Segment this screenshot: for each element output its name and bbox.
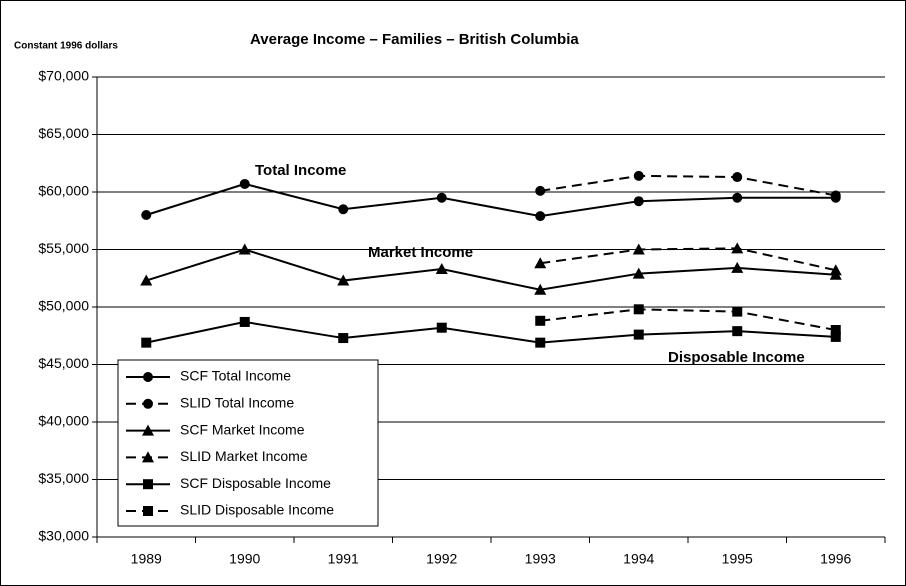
series-line [540, 308, 836, 331]
marker [436, 192, 447, 203]
marker [633, 170, 644, 181]
marker [633, 304, 644, 315]
marker [435, 263, 448, 275]
y-tick-label: $40,000 [38, 413, 89, 429]
marker [830, 331, 841, 342]
marker [830, 325, 841, 335]
x-tick-label: 1993 [525, 551, 556, 567]
marker [143, 479, 153, 490]
x-tick-label: 1991 [328, 551, 359, 567]
marker [143, 398, 153, 409]
annotation: Market Income [368, 244, 473, 261]
y-tick-label: $60,000 [38, 183, 89, 199]
marker [632, 243, 645, 255]
marker [633, 196, 644, 207]
annotation: Total Income [255, 162, 346, 179]
y-tick-label: $35,000 [38, 470, 89, 486]
chart-title: Average Income – Families – British Colu… [250, 31, 579, 48]
y-tick-label: $45,000 [38, 355, 89, 371]
marker [731, 242, 744, 254]
marker [143, 506, 153, 516]
legend [117, 359, 379, 527]
y-tick-label: $50,000 [38, 298, 89, 314]
annotation: Disposable Income [668, 349, 805, 366]
legend-label: SLID Total Income [180, 395, 294, 411]
legend-label: SCF Disposable Income [180, 475, 331, 491]
marker [338, 204, 349, 215]
series-line [540, 247, 836, 272]
marker [337, 274, 350, 286]
legend-label: SLID Disposable Income [180, 502, 334, 518]
marker [534, 257, 547, 269]
y-tick-label: $30,000 [38, 528, 89, 544]
marker [732, 306, 743, 317]
marker [731, 261, 744, 273]
marker [141, 210, 152, 220]
x-tick-label: 1995 [722, 551, 753, 567]
y-tick-label: $70,000 [38, 68, 89, 84]
marker [534, 283, 547, 295]
x-tick-label: 1992 [426, 551, 457, 567]
marker [338, 333, 349, 344]
marker [141, 337, 152, 348]
y-tick-label: $65,000 [38, 125, 89, 141]
marker [142, 451, 154, 463]
series-line [145, 182, 836, 218]
series-line [146, 320, 836, 344]
series-line [145, 248, 836, 291]
marker [732, 326, 743, 337]
marker [239, 316, 250, 327]
marker [140, 274, 153, 286]
marker [732, 172, 743, 183]
y-tick-label: $55,000 [38, 240, 89, 256]
marker [830, 190, 841, 201]
marker [632, 267, 645, 279]
marker [732, 192, 743, 203]
x-tick-label: 1989 [131, 551, 162, 567]
legend-label: SCF Total Income [180, 368, 291, 384]
marker [535, 337, 546, 348]
marker [239, 178, 250, 189]
marker [535, 315, 546, 326]
marker [142, 424, 154, 436]
series-line [540, 174, 836, 197]
marker [633, 329, 644, 340]
marker [436, 322, 447, 333]
legend-label: SLID Market Income [180, 448, 308, 464]
x-tick-label: 1994 [623, 551, 654, 567]
legend-label: SCF Market Income [180, 421, 305, 437]
marker [535, 185, 546, 196]
x-tick-label: 1990 [229, 551, 260, 567]
marker [143, 372, 153, 382]
marker [829, 264, 842, 276]
marker [238, 243, 251, 255]
chart-subtitle: Constant 1996 dollars [14, 41, 118, 52]
marker [535, 211, 546, 222]
x-tick-label: 1996 [820, 551, 851, 567]
